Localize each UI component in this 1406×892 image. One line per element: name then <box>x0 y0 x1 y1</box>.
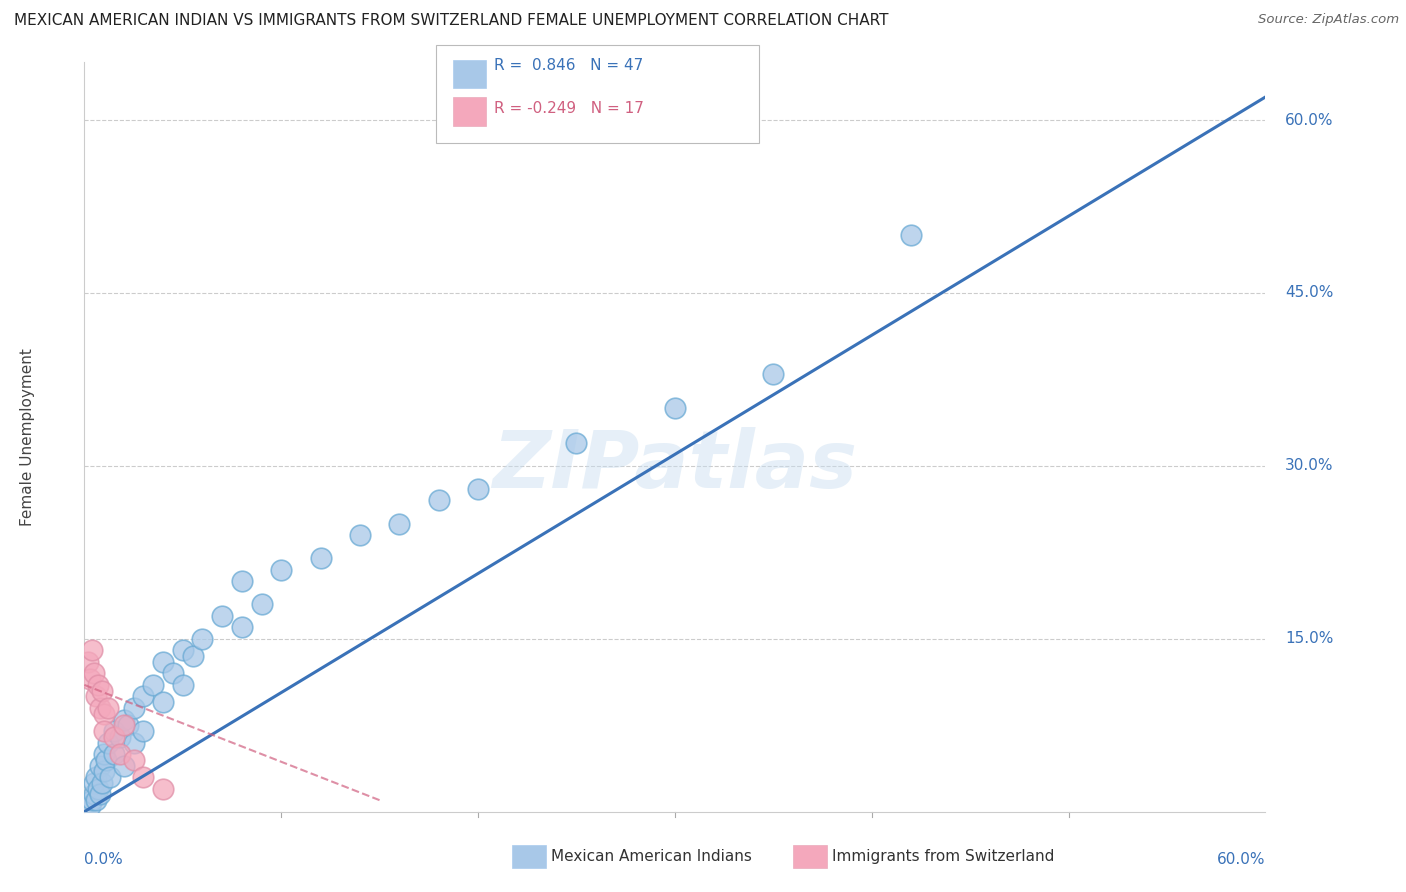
Point <box>388 516 411 531</box>
Text: ZIPatlas: ZIPatlas <box>492 427 858 505</box>
Point <box>270 563 292 577</box>
Point <box>349 528 371 542</box>
Point <box>152 655 174 669</box>
Text: MEXICAN AMERICAN INDIAN VS IMMIGRANTS FROM SWITZERLAND FEMALE UNEMPLOYMENT CORRE: MEXICAN AMERICAN INDIAN VS IMMIGRANTS FR… <box>14 13 889 29</box>
Text: 15.0%: 15.0% <box>1285 632 1333 647</box>
Point <box>664 401 686 416</box>
Point <box>83 788 105 802</box>
Text: Mexican American Indians: Mexican American Indians <box>551 849 752 863</box>
Point <box>172 643 194 657</box>
Point <box>108 730 131 744</box>
Point <box>83 666 105 681</box>
Point <box>79 799 101 814</box>
Point <box>97 735 120 749</box>
Point <box>89 701 111 715</box>
Point <box>132 690 155 704</box>
Point <box>191 632 214 646</box>
Text: 60.0%: 60.0% <box>1218 852 1265 867</box>
Point <box>250 597 273 611</box>
Point <box>94 753 117 767</box>
Point <box>900 228 922 243</box>
Point <box>93 747 115 761</box>
Point <box>91 683 114 698</box>
Text: 45.0%: 45.0% <box>1285 285 1333 301</box>
Point <box>152 695 174 709</box>
Text: 30.0%: 30.0% <box>1285 458 1333 474</box>
Point <box>103 747 125 761</box>
Point <box>117 718 139 732</box>
Point <box>132 724 155 739</box>
Text: 60.0%: 60.0% <box>1285 112 1333 128</box>
Point <box>181 649 204 664</box>
Point <box>84 770 107 784</box>
Point <box>112 758 135 772</box>
Point <box>108 747 131 761</box>
Text: Immigrants from Switzerland: Immigrants from Switzerland <box>832 849 1054 863</box>
Point <box>83 776 105 790</box>
Point <box>467 482 489 496</box>
Point <box>132 770 155 784</box>
Point <box>84 690 107 704</box>
Point <box>93 764 115 779</box>
Point <box>82 643 104 657</box>
Point <box>97 701 120 715</box>
Text: R = -0.249   N = 17: R = -0.249 N = 17 <box>494 102 644 116</box>
Text: R =  0.846   N = 47: R = 0.846 N = 47 <box>494 58 643 72</box>
Point <box>89 758 111 772</box>
Point <box>231 620 253 634</box>
Text: 0.0%: 0.0% <box>84 852 124 867</box>
Point <box>211 608 233 623</box>
Text: Female Unemployment: Female Unemployment <box>20 348 35 526</box>
Point <box>762 367 785 381</box>
Point <box>122 701 145 715</box>
Point <box>87 678 110 692</box>
Point <box>103 724 125 739</box>
Point <box>152 781 174 796</box>
Point <box>112 718 135 732</box>
Point <box>142 678 165 692</box>
Point <box>93 724 115 739</box>
Point <box>162 666 184 681</box>
Point <box>103 730 125 744</box>
Point <box>77 655 100 669</box>
Point <box>122 735 145 749</box>
Point <box>172 678 194 692</box>
Point <box>79 672 101 686</box>
Point <box>89 788 111 802</box>
Point <box>98 770 121 784</box>
Point <box>112 713 135 727</box>
Point <box>427 493 450 508</box>
Point <box>309 551 332 566</box>
Point <box>91 776 114 790</box>
Point <box>231 574 253 589</box>
Point <box>82 793 104 807</box>
Point <box>93 706 115 721</box>
Text: Source: ZipAtlas.com: Source: ZipAtlas.com <box>1258 13 1399 27</box>
Point <box>84 793 107 807</box>
Point <box>565 435 588 450</box>
Point <box>122 753 145 767</box>
Point <box>87 781 110 796</box>
